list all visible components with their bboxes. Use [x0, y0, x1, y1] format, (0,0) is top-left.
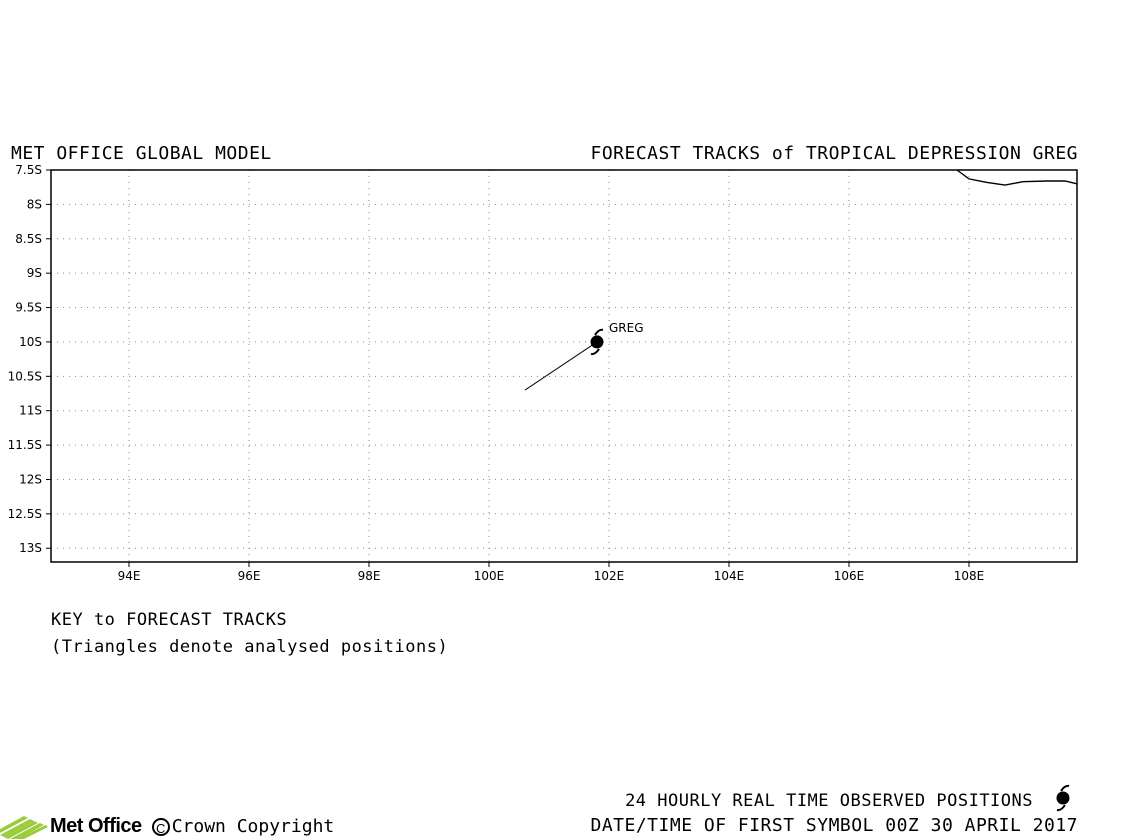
copyright-symbol-icon: C — [151, 817, 170, 836]
lat-tick-label: 11S — [19, 404, 42, 418]
lon-tick-label: 100E — [474, 569, 505, 583]
lat-tick-label: 9S — [27, 266, 42, 280]
observed-positions-label: 24 HOURLY REAL TIME OBSERVED POSITIONS — [625, 791, 1033, 811]
lat-tick-label: 7.5S — [15, 163, 42, 177]
model-title: MET OFFICE GLOBAL MODEL — [11, 143, 272, 164]
chart-title: FORECAST TRACKS of TROPICAL DEPRESSION G… — [590, 143, 1078, 164]
first-symbol-datetime: DATE/TIME OF FIRST SYMBOL 00Z 30 APRIL 2… — [590, 815, 1078, 836]
storm-name-label: GREG — [609, 321, 644, 335]
lon-tick-label: 104E — [714, 569, 745, 583]
axis-ticks: 94E 96E 98E 100E 102E 104E 106E 108E 7.5S 8S 8.5S 9… — [8, 163, 985, 583]
lat-tick-label: 10.5S — [8, 369, 42, 383]
coastline — [956, 169, 1078, 186]
cyclone-arm-top — [594, 328, 604, 336]
cyclone-symbol-icon — [1056, 784, 1070, 812]
storm-track: GREG — [524, 321, 644, 391]
map-frame — [50, 169, 1078, 563]
met-office-logo-text: Met Office — [50, 814, 142, 837]
storm-position-icon — [590, 328, 604, 356]
lon-tick-label: 96E — [238, 569, 261, 583]
map-grid — [51, 170, 1077, 562]
track-line — [524, 341, 598, 391]
lon-tick-label: 94E — [118, 569, 141, 583]
met-office-logo: Met Office C Crown Copyright — [0, 812, 334, 840]
lat-tick-label: 12.5S — [8, 507, 42, 521]
lat-tick-label: 12S — [19, 472, 42, 486]
cyclone-core — [590, 335, 604, 349]
cyclone-arm-bottom — [590, 348, 600, 356]
copyright-notice: C Crown Copyright — [151, 815, 335, 837]
lat-tick-label: 10S — [19, 335, 42, 349]
lat-tick-label: 11.5S — [8, 438, 42, 452]
lat-tick-label: 13S — [19, 541, 42, 555]
lon-tick-label: 98E — [358, 569, 381, 583]
copyright-text: Crown Copyright — [171, 815, 335, 837]
lon-tick-label: 108E — [954, 569, 985, 583]
footer-cyclone-icon — [1056, 784, 1070, 812]
lat-tick-label: 8S — [27, 197, 42, 211]
key-title: KEY to FORECAST TRACKS — [51, 610, 288, 630]
lon-tick-label: 106E — [834, 569, 865, 583]
cyclone-arm-top — [1060, 784, 1070, 792]
cyclone-core — [1056, 791, 1070, 805]
cyclone-arm-bottom — [1056, 804, 1066, 812]
key-note: (Triangles denote analysed positions) — [51, 637, 449, 657]
lon-tick-label: 102E — [594, 569, 625, 583]
lat-tick-label: 9.5S — [15, 301, 42, 315]
lat-tick-label: 8.5S — [15, 232, 42, 246]
met-office-logo-stripes-icon — [0, 816, 48, 839]
coastline-line — [956, 169, 1078, 186]
